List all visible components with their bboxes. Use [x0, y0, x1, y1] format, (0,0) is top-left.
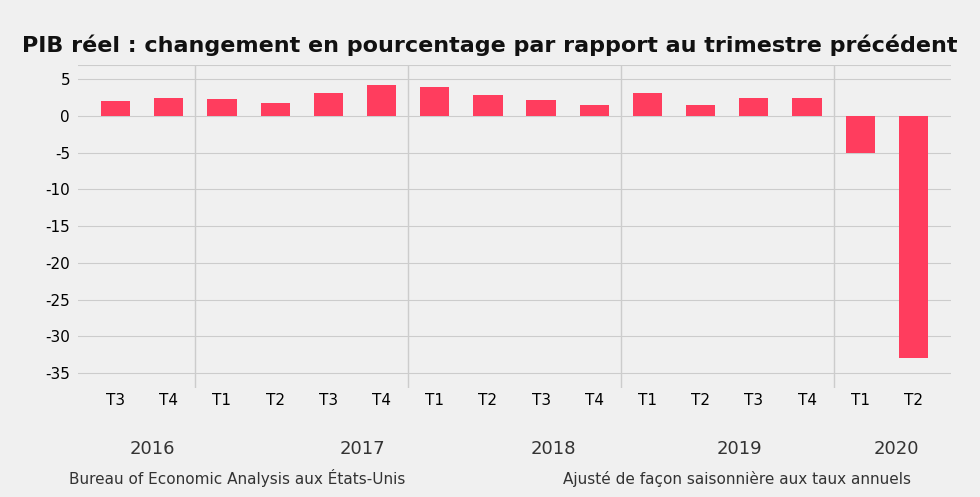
Bar	[261, 103, 290, 116]
Bar	[846, 116, 875, 153]
Bar	[739, 97, 768, 116]
Bar	[686, 105, 715, 116]
Bar	[154, 97, 183, 116]
Bar	[579, 105, 609, 116]
Bar	[208, 99, 236, 116]
Text: Bureau of Economic Analysis aux États-Unis: Bureau of Economic Analysis aux États-Un…	[69, 469, 405, 487]
Bar	[473, 95, 503, 116]
Text: 2016: 2016	[129, 440, 174, 458]
Text: PIB réel : changement en pourcentage par rapport au trimestre précédent: PIB réel : changement en pourcentage par…	[23, 35, 957, 56]
Text: 2017: 2017	[340, 440, 385, 458]
Bar	[793, 97, 821, 116]
Bar	[633, 93, 662, 116]
Bar	[367, 85, 396, 116]
Text: 2019: 2019	[717, 440, 762, 458]
Bar	[526, 100, 556, 116]
Text: 2020: 2020	[874, 440, 919, 458]
Bar	[314, 93, 343, 116]
Bar	[899, 116, 928, 357]
Bar	[101, 101, 130, 116]
Bar	[420, 87, 450, 116]
Text: 2018: 2018	[531, 440, 576, 458]
Text: Ajusté de façon saisonnière aux taux annuels: Ajusté de façon saisonnière aux taux ann…	[564, 471, 911, 487]
